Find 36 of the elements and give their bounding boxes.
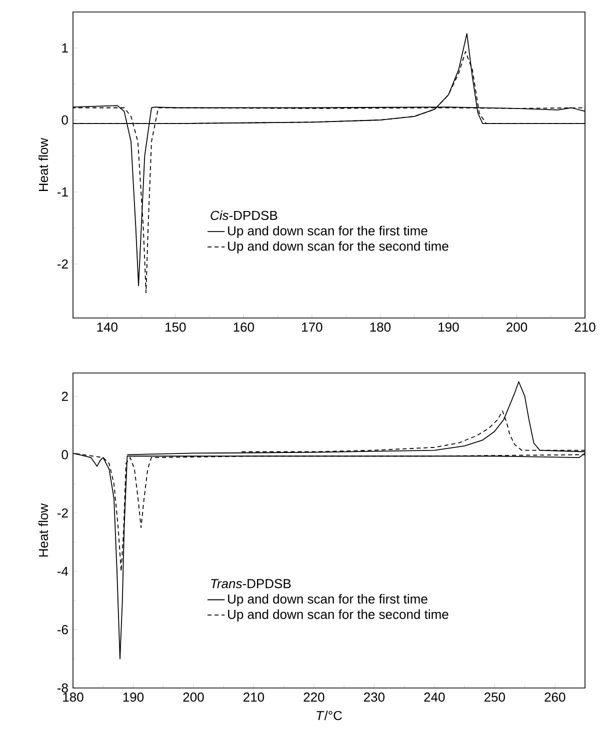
legend-title: Cis-DPDSB [210,210,278,220]
x-tick-label: 240 [424,692,445,702]
y-axis-title: Heat flow [38,503,48,557]
x-tick-label: 140 [97,322,118,332]
y-tick-label: 0 [62,450,68,460]
legend-label: Up and down scan for the second time [228,241,448,254]
x-tick-label: 150 [166,322,186,332]
x-tick-label: 230 [364,692,385,702]
x-tick-label: 180 [63,692,84,702]
y-tick-label: 1 [62,44,68,52]
y-tick-label: -2 [57,259,68,269]
y-tick-label: 2 [62,392,68,401]
x-tick-label: 210 [244,692,264,702]
legend-label: Up and down scan for the first time [228,594,428,606]
y-axis-title: Heat flow [38,138,48,192]
x-tick-label: 190 [123,692,144,702]
legend-label: Up and down scan for the first time [228,226,428,238]
legend-label: Up and down scan for the second time [228,609,448,622]
legend-title: Trans-DPDSB [211,579,291,588]
y-tick-label: -2 [57,508,68,518]
x-tick-label: 180 [370,322,391,332]
x-tick-label: 200 [506,322,528,332]
y-tick-label: -4 [57,566,68,576]
x-tick-label: 210 [574,322,596,332]
x-tick-label: 170 [302,322,322,332]
x-tick-label: 260 [544,692,566,702]
y-tick-label: -1 [57,188,68,196]
x-tick-label: 160 [234,322,254,332]
y-tick-label: 0 [62,115,68,125]
y-tick-label: -8 [57,683,68,693]
x-tick-label: 190 [438,322,459,332]
x-tick-label: 250 [484,692,505,702]
x-tick-label: 200 [183,692,204,702]
x-tick-label: 220 [304,692,324,702]
x-axis-title: T/°C [316,710,342,720]
y-tick-label: -6 [57,625,68,634]
